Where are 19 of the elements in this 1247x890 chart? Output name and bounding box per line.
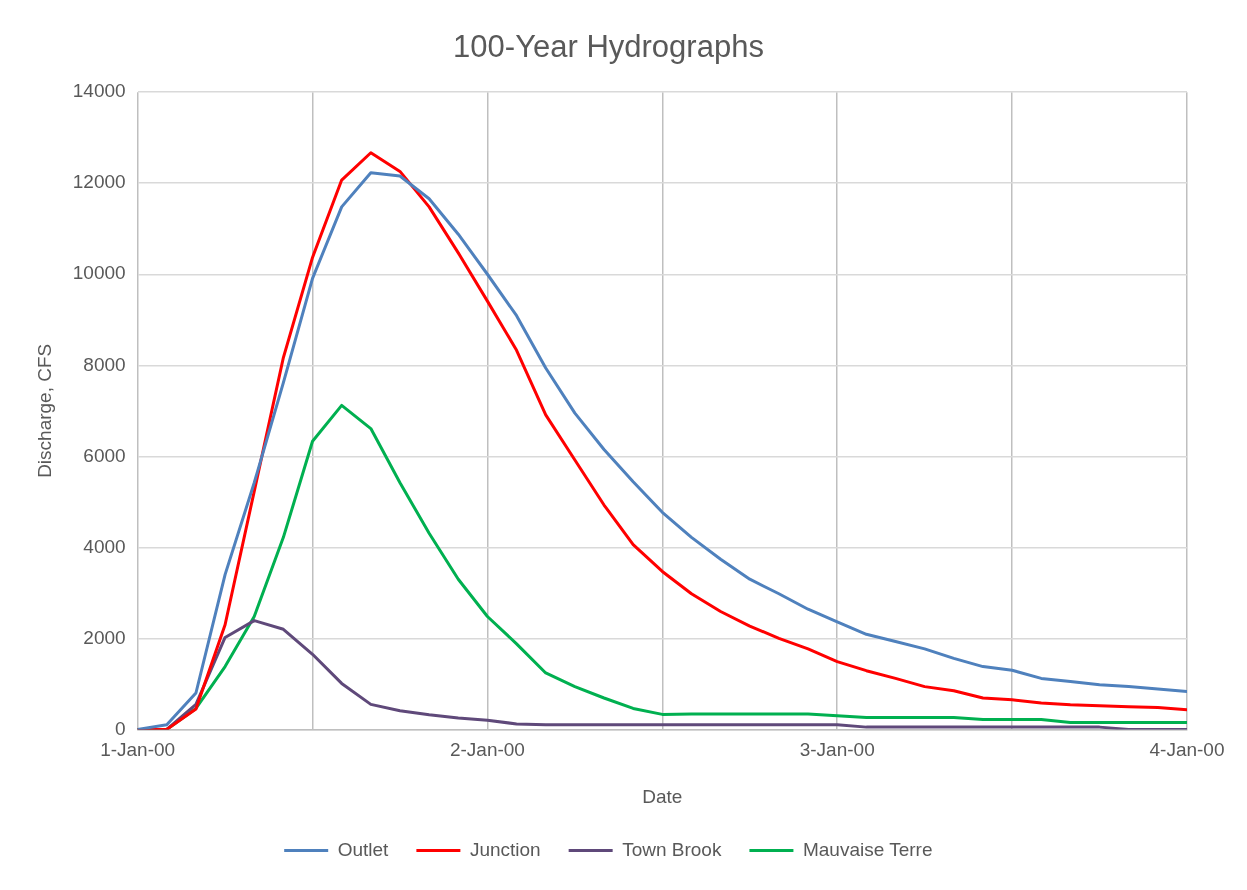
y-tick-label: 6000: [83, 444, 126, 466]
y-tick-label: 4000: [83, 535, 126, 557]
x-tick-label: 4-Jan-00: [1149, 739, 1225, 761]
y-tick-label: 0: [115, 717, 126, 739]
y-axis-title: Discharge, CFS: [33, 343, 55, 478]
legend-label: Junction: [469, 838, 541, 860]
x-axis-title: Date: [642, 785, 683, 807]
x-tick-label: 2-Jan-00: [449, 739, 525, 761]
chart-title: 100-Year Hydrographs: [453, 29, 764, 65]
y-tick-label: 10000: [72, 262, 126, 284]
legend-label: Mauvaise Terre: [802, 838, 933, 860]
x-tick-label: 1-Jan-00: [100, 739, 176, 761]
legend-label: Town Brook: [622, 838, 722, 860]
legend-label: Outlet: [337, 838, 390, 860]
y-tick-label: 2000: [83, 626, 126, 648]
y-tick-label: 12000: [72, 171, 126, 193]
y-tick-label: 14000: [72, 80, 126, 102]
y-tick-label: 8000: [83, 353, 126, 375]
x-tick-label: 3-Jan-00: [799, 739, 875, 761]
